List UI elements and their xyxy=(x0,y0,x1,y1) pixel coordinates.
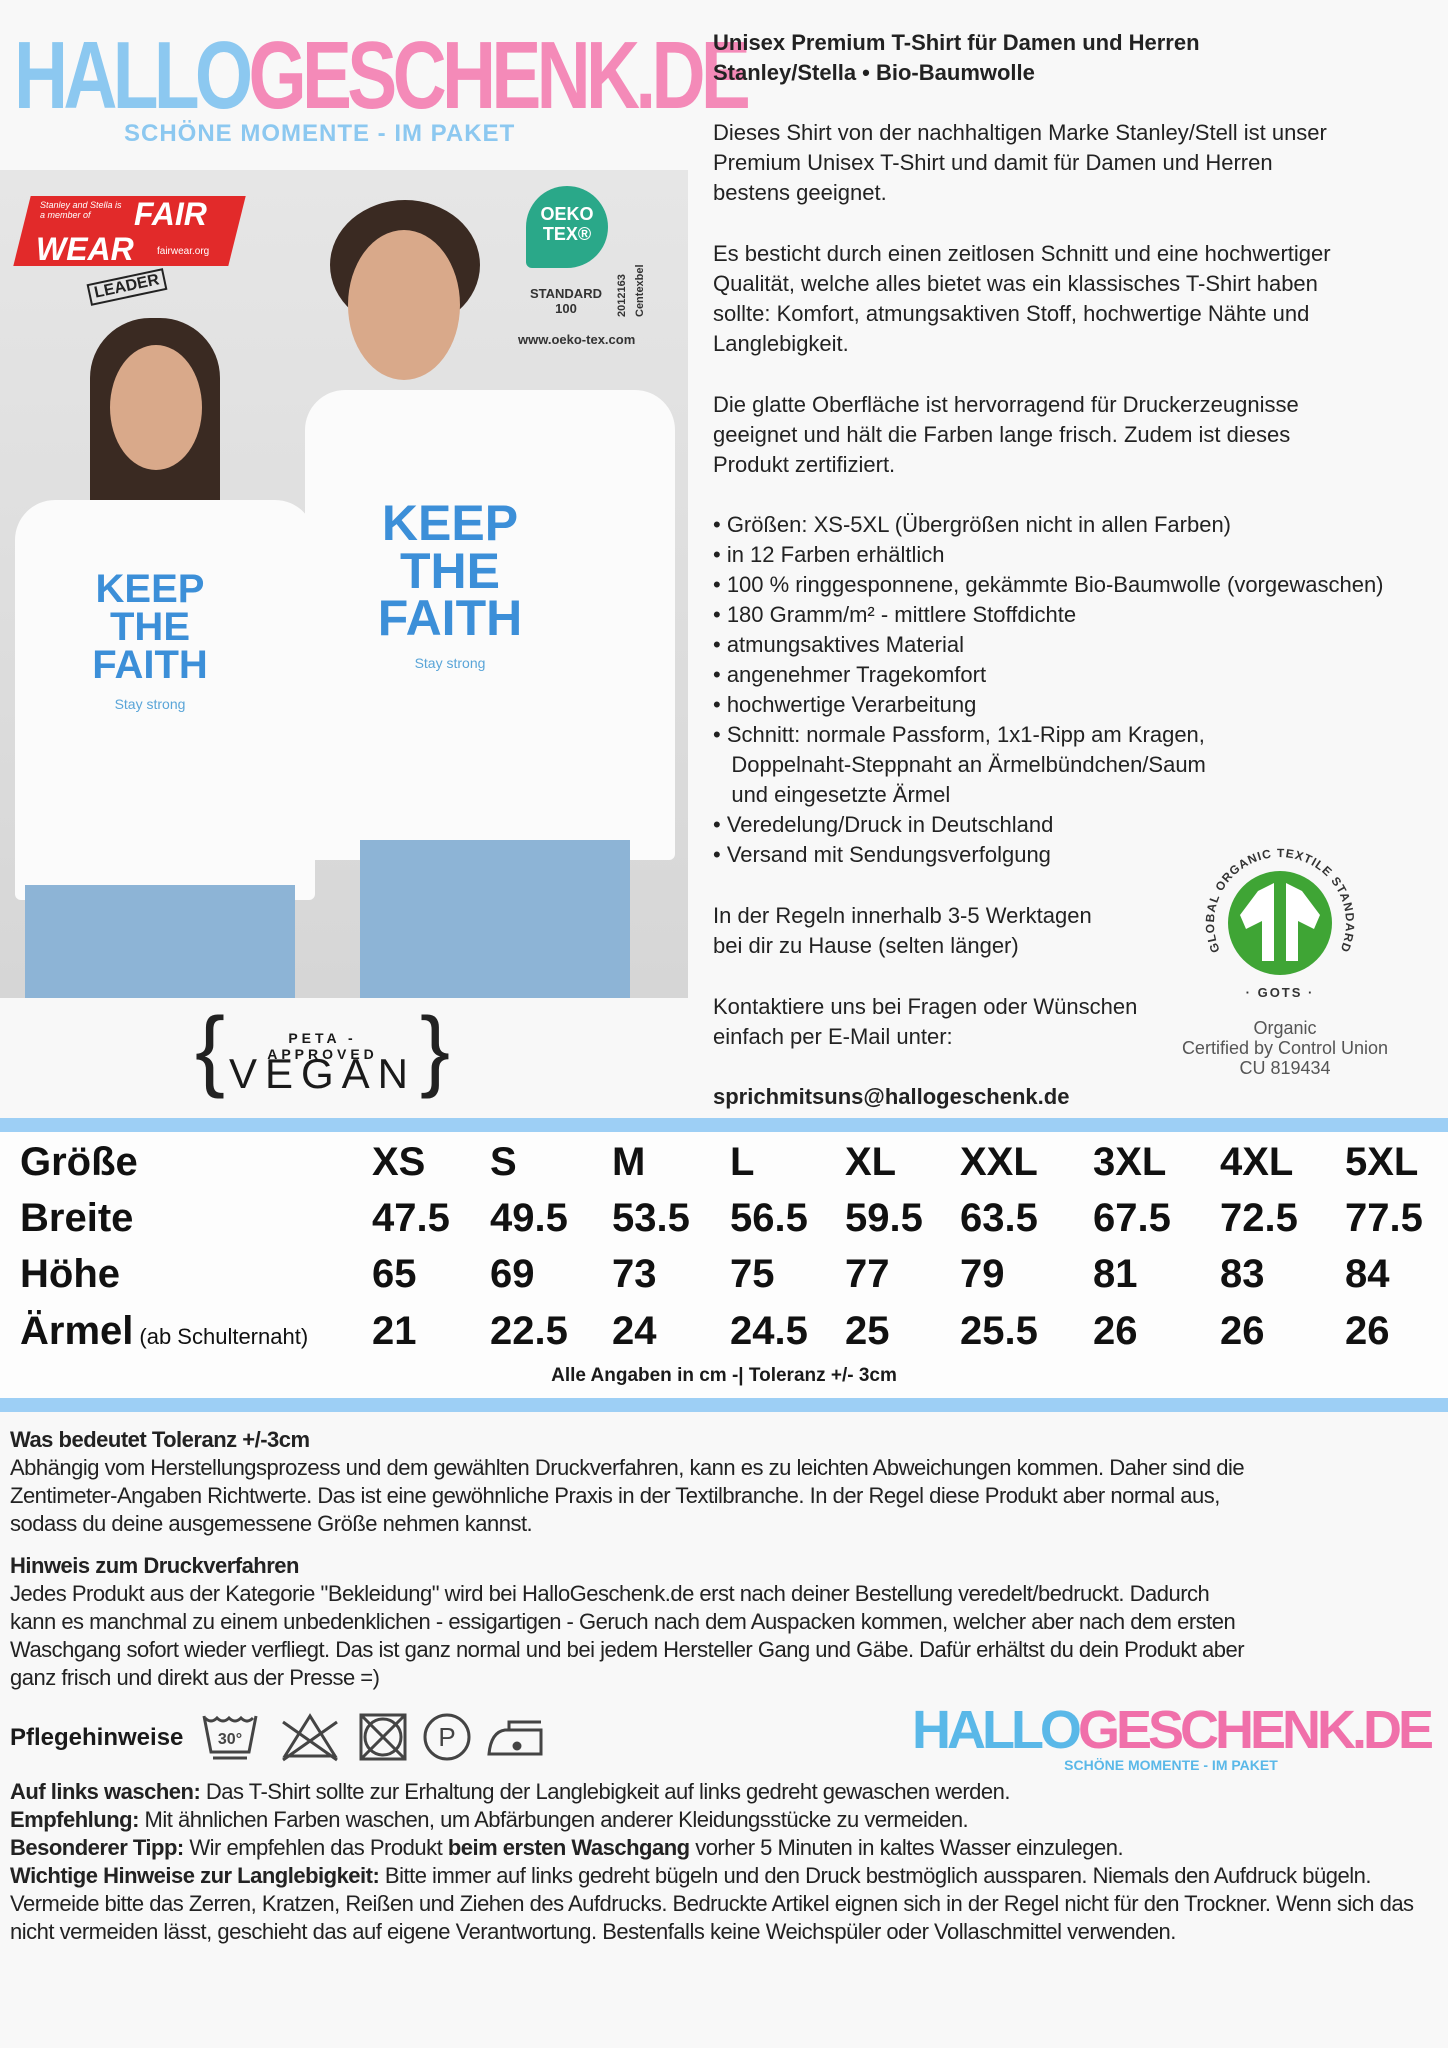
feature-item: • Veredelung/Druck in Deutschland xyxy=(713,812,1054,837)
feature-item: • hochwertige Verarbeitung xyxy=(713,692,977,717)
no-bleach-icon xyxy=(282,1713,339,1762)
brand-tagline: SCHÖNE MOMENTE - IM PAKET xyxy=(124,120,516,147)
divider-band xyxy=(0,1118,1448,1132)
description-p2: Es besticht durch einen zeitlosen Schnit… xyxy=(713,241,1331,356)
size-cell: 49.5 xyxy=(490,1196,568,1240)
size-cell: 72.5 xyxy=(1220,1196,1298,1240)
size-cell: 67.5 xyxy=(1093,1196,1171,1240)
size-cell: 73 xyxy=(612,1252,657,1296)
size-cell: 77 xyxy=(845,1252,890,1296)
feature-item: • in 12 Farben erhältlich xyxy=(713,542,945,567)
feature-item: • Schnitt: normale Passform, 1x1-Ripp am… xyxy=(713,722,1205,747)
feature-item: • Größen: XS-5XL (Übergrößen nicht in al… xyxy=(713,512,1232,537)
feature-list: • Größen: XS-5XL (Übergrößen nicht in al… xyxy=(713,510,1384,870)
size-cell: 63.5 xyxy=(960,1196,1038,1240)
dry-clean-p-icon: P xyxy=(423,1713,471,1761)
gots-short-text: · GOTS · xyxy=(1246,985,1315,1000)
size-cell: XL xyxy=(845,1140,897,1184)
size-cell: 3XL xyxy=(1093,1140,1167,1184)
size-cell: 79 xyxy=(960,1252,1005,1296)
feature-item: • 100 % ringgesponnene, gekämmte Bio-Bau… xyxy=(713,572,1384,597)
size-cell: 26 xyxy=(1345,1309,1390,1353)
size-cell: 26 xyxy=(1093,1309,1138,1353)
size-cell: 24 xyxy=(612,1309,657,1353)
size-cell: XS xyxy=(372,1140,426,1184)
feature-item: Doppelnaht-Steppnaht an Ärmelbündchen/Sa… xyxy=(713,752,1206,777)
contact-info: Kontaktiere uns bei Fragen oder Wünschen… xyxy=(713,994,1138,1049)
description-p3: Die glatte Oberfläche ist hervorragend f… xyxy=(713,392,1299,477)
size-row-note: (ab Schulternaht) xyxy=(139,1324,309,1349)
size-cell: M xyxy=(612,1140,646,1184)
feature-item: und eingesetzte Ärmel xyxy=(713,782,951,807)
peta-vegan-badge: { } PETA - APPROVED VEGAN xyxy=(195,1000,450,1100)
size-row-label: Breite xyxy=(20,1196,134,1240)
size-cell: 25 xyxy=(845,1309,890,1353)
size-table: Größe XS S M L XL XXL 3XL 4XL 5XL Breite 47.5 49.5 53… xyxy=(0,1132,1448,1398)
size-cell: 83 xyxy=(1220,1252,1265,1296)
feature-item: • atmungsaktives Material xyxy=(713,632,965,657)
gots-certification: Organic Certified by Control Union CU 8194… xyxy=(1181,1018,1389,1078)
size-row-label: Größe xyxy=(20,1140,138,1184)
size-cell: L xyxy=(730,1140,755,1184)
info-sections: Was bedeutet Toleranz +/-3cm Abhängig vo… xyxy=(10,1426,1440,1946)
size-row-label: Ärmel (ab Schulternaht) xyxy=(20,1309,309,1353)
shirt-print-man: KEEP THE FAITH Stay strong xyxy=(377,495,523,671)
size-cell: 69 xyxy=(490,1252,535,1296)
size-cell: 75 xyxy=(730,1252,775,1296)
shirt-print-woman: KEEP THE FAITH Stay strong xyxy=(92,567,208,712)
watermark-logo: HALLOGESCHENK.DE SCHÖNE MOMENTE - IM PAK… xyxy=(911,1700,1434,1773)
size-table-footnote: Alle Angaben in cm -| Toleranz +/- 3cm xyxy=(551,1365,897,1386)
size-cell: 84 xyxy=(1345,1252,1390,1296)
care-notes: Auf links waschen: Das T-Shirt sollte zu… xyxy=(10,1779,1414,1944)
contact-email-link[interactable]: sprichmitsuns@hallogeschenk.de xyxy=(713,1084,1070,1109)
care-icons: 30° P xyxy=(199,1708,559,1768)
tolerance-section: Was bedeutet Toleranz +/-3cm Abhängig vo… xyxy=(10,1427,1245,1536)
care-row: Pflegehinweise 30° P HALLOGESCHENK.DE SC… xyxy=(10,1700,1440,1773)
description-p1: Dieses Shirt von der nachhaltigen Marke … xyxy=(713,120,1327,205)
size-cell: 26 xyxy=(1220,1309,1265,1353)
size-cell: 21 xyxy=(372,1309,417,1353)
size-row-label: Höhe xyxy=(20,1252,120,1296)
care-heading: Pflegehinweise xyxy=(10,1724,184,1751)
size-cell: 77.5 xyxy=(1345,1196,1423,1240)
iron-low-icon xyxy=(487,1720,543,1756)
size-cell: 56.5 xyxy=(730,1196,808,1240)
size-cell: 24.5 xyxy=(730,1309,808,1353)
delivery-info: In der Regeln innerhalb 3-5 Werktagen bei… xyxy=(713,903,1092,958)
size-cell: 5XL xyxy=(1345,1140,1419,1184)
size-cell: 59.5 xyxy=(845,1196,923,1240)
size-cell: 22.5 xyxy=(490,1309,568,1353)
oekotex-badge: OEKO TEX® STANDARD 100 2012163 Centexbel… xyxy=(510,182,680,352)
fairwear-badge: Stanley and Stella is a member of FAIR W… xyxy=(13,184,246,306)
svg-text:30°: 30° xyxy=(218,1731,242,1748)
product-title: Unisex Premium T-Shirt für Damen und Her… xyxy=(713,30,1200,85)
product-photo: Stanley and Stella is a member of FAIR W… xyxy=(0,170,688,998)
size-cell: 53.5 xyxy=(612,1196,690,1240)
feature-item: • Versand mit Sendungsverfolgung xyxy=(713,842,1051,867)
size-cell: 47.5 xyxy=(372,1196,450,1240)
feature-item: • 180 Gramm/m² - mittlere Stoffdichte xyxy=(713,602,1077,627)
brand-logo[interactable]: HALLOGESCHENK.DE xyxy=(14,22,751,129)
size-cell: 4XL xyxy=(1220,1140,1294,1184)
wash-30-icon: 30° xyxy=(202,1715,258,1760)
size-cell: XXL xyxy=(960,1140,1038,1184)
divider-band xyxy=(0,1398,1448,1412)
size-cell: 65 xyxy=(372,1252,417,1296)
size-cell: 25.5 xyxy=(960,1309,1038,1353)
feature-item: • angenehmer Tragekomfort xyxy=(713,662,987,687)
no-tumble-dry-icon xyxy=(359,1713,407,1761)
svg-text:P: P xyxy=(439,1722,456,1752)
size-cell: S xyxy=(490,1140,517,1184)
print-section: Hinweis zum Druckverfahren Jedes Produkt… xyxy=(10,1553,1245,1690)
size-cell: 81 xyxy=(1093,1252,1138,1296)
gots-logo: GLOBAL ORGANIC TEXTILE STANDARD · GOTS · xyxy=(1200,843,1360,1003)
